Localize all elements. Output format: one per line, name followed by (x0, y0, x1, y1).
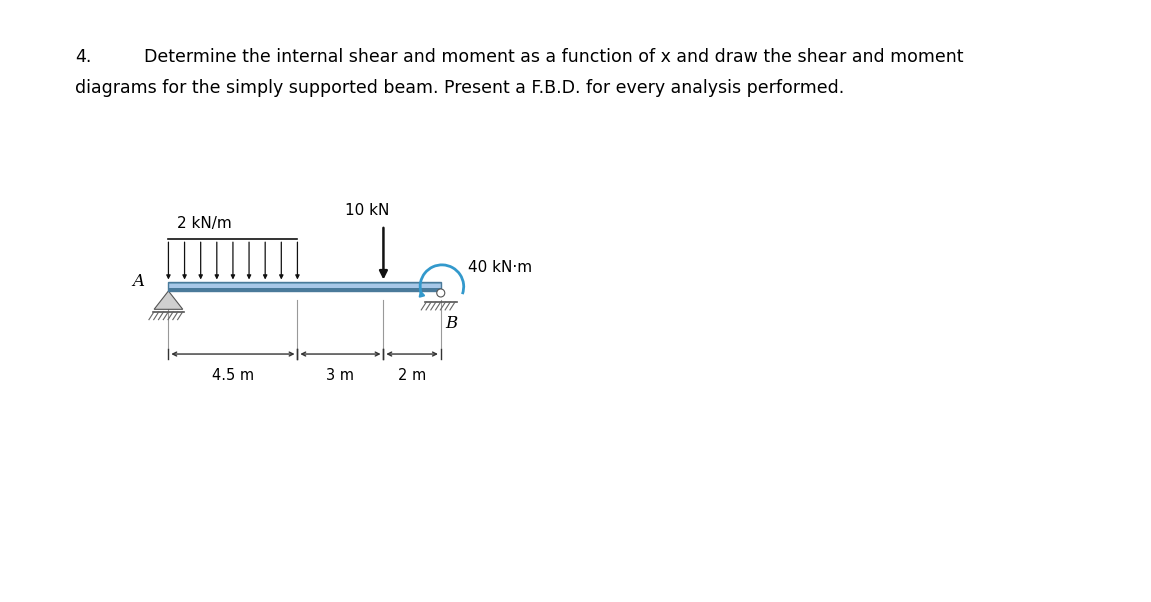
Bar (168, 282, 441, 291)
Circle shape (436, 289, 444, 297)
Bar (168, 282, 441, 284)
Bar (168, 284, 441, 288)
Text: 4.5 m: 4.5 m (212, 368, 254, 383)
Text: 10 kN: 10 kN (345, 203, 389, 218)
Text: Determine the internal shear and moment as a function of x and draw the shear an: Determine the internal shear and moment … (144, 48, 963, 66)
Text: B: B (445, 315, 458, 332)
Text: 40 kN·m: 40 kN·m (468, 260, 533, 275)
Text: A: A (132, 273, 144, 290)
Text: 4.: 4. (75, 48, 91, 66)
Text: 3 m: 3 m (327, 368, 355, 383)
Bar (168, 288, 441, 291)
Text: 2 kN/m: 2 kN/m (177, 216, 231, 231)
Text: diagrams for the simply supported beam. Present a F.B.D. for every analysis perf: diagrams for the simply supported beam. … (75, 79, 844, 98)
Polygon shape (154, 291, 183, 309)
Text: 2 m: 2 m (398, 368, 426, 383)
